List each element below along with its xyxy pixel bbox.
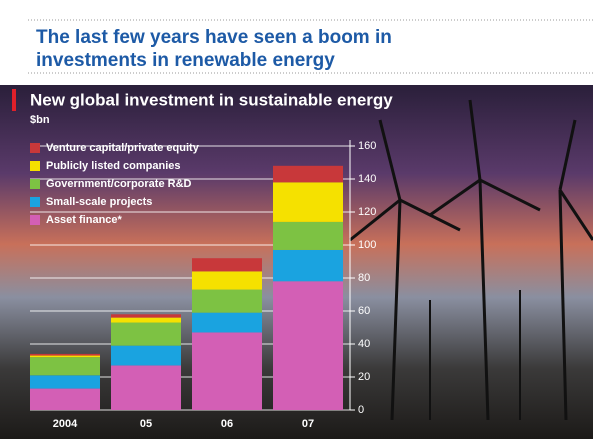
- bar-segment: [273, 221, 343, 250]
- bar-segment: [111, 314, 181, 318]
- y-tick-label: 40: [358, 338, 370, 350]
- bar-segment: [192, 332, 262, 410]
- y-tick-label: 120: [358, 206, 376, 218]
- bar-segment: [111, 365, 181, 410]
- bar-segment: [30, 355, 100, 358]
- bar-segment: [111, 317, 181, 323]
- y-tick-label: 140: [358, 173, 376, 185]
- legend-label: Government/corporate R&D: [46, 178, 192, 190]
- bar-segment: [30, 353, 100, 356]
- bar-segment: [30, 375, 100, 389]
- chart-subtitle: $bn: [30, 114, 50, 126]
- y-tick-label: 20: [358, 371, 370, 383]
- legend-swatch: [30, 161, 40, 171]
- legend-label: Small-scale projects: [46, 196, 152, 208]
- bar-segment: [111, 322, 181, 346]
- y-tick-label: 60: [358, 305, 370, 317]
- legend-swatch: [30, 215, 40, 225]
- bar-segment: [192, 258, 262, 272]
- legend-label: Publicly listed companies: [46, 160, 181, 172]
- bar-segment: [192, 289, 262, 313]
- bar-segment: [273, 165, 343, 183]
- legend-swatch: [30, 143, 40, 153]
- bar-segment: [30, 388, 100, 410]
- legend-label: Asset finance*: [46, 214, 123, 226]
- bar-segment: [273, 281, 343, 410]
- x-tick-label: 07: [302, 418, 314, 430]
- y-tick-label: 80: [358, 272, 370, 284]
- bar-segment: [30, 357, 100, 376]
- bar-segment: [273, 182, 343, 222]
- y-tick-label: 0: [358, 404, 364, 416]
- slide-title: The last few years have seen a boom in i…: [36, 27, 392, 71]
- accent: [12, 89, 16, 111]
- legend-swatch: [30, 179, 40, 189]
- y-tick-label: 160: [358, 140, 376, 152]
- chart-title: New global investment in sustainable ene…: [30, 90, 393, 109]
- legend-label: Venture capital/private equity: [46, 142, 200, 154]
- x-tick-label: 05: [140, 418, 152, 430]
- bar-segment: [192, 271, 262, 290]
- bar-segment: [111, 345, 181, 366]
- x-tick-label: 2004: [53, 418, 78, 430]
- bar-segment: [273, 249, 343, 282]
- x-tick-label: 06: [221, 418, 233, 430]
- y-tick-label: 100: [358, 239, 376, 251]
- legend-swatch: [30, 197, 40, 207]
- bar-segment: [192, 312, 262, 333]
- turbines: [349, 99, 593, 421]
